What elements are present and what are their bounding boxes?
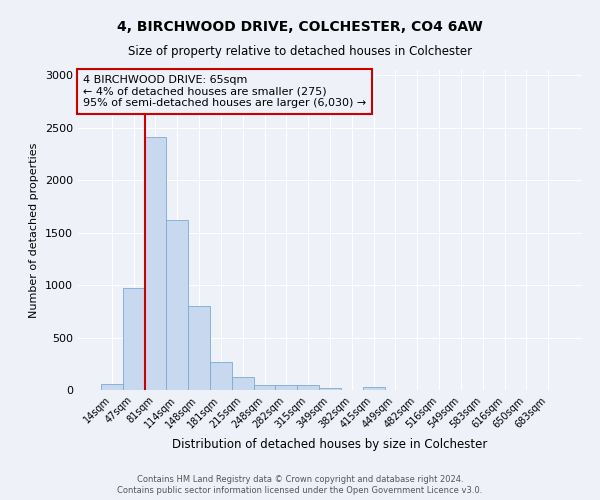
Bar <box>319 388 341 390</box>
Bar <box>210 362 232 390</box>
Bar <box>101 384 123 390</box>
Bar <box>123 288 145 390</box>
Y-axis label: Number of detached properties: Number of detached properties <box>29 142 40 318</box>
Bar <box>188 306 210 390</box>
Text: Contains public sector information licensed under the Open Government Licence v3: Contains public sector information licen… <box>118 486 482 495</box>
Bar <box>145 137 166 390</box>
Text: 4, BIRCHWOOD DRIVE, COLCHESTER, CO4 6AW: 4, BIRCHWOOD DRIVE, COLCHESTER, CO4 6AW <box>117 20 483 34</box>
Bar <box>232 377 254 390</box>
Text: 4 BIRCHWOOD DRIVE: 65sqm
← 4% of detached houses are smaller (275)
95% of semi-d: 4 BIRCHWOOD DRIVE: 65sqm ← 4% of detache… <box>83 75 366 108</box>
Bar <box>254 385 275 390</box>
Text: Size of property relative to detached houses in Colchester: Size of property relative to detached ho… <box>128 45 472 58</box>
Bar <box>297 385 319 390</box>
X-axis label: Distribution of detached houses by size in Colchester: Distribution of detached houses by size … <box>172 438 488 451</box>
Text: Contains HM Land Registry data © Crown copyright and database right 2024.: Contains HM Land Registry data © Crown c… <box>137 475 463 484</box>
Bar <box>275 386 297 390</box>
Bar <box>166 220 188 390</box>
Bar <box>363 388 385 390</box>
